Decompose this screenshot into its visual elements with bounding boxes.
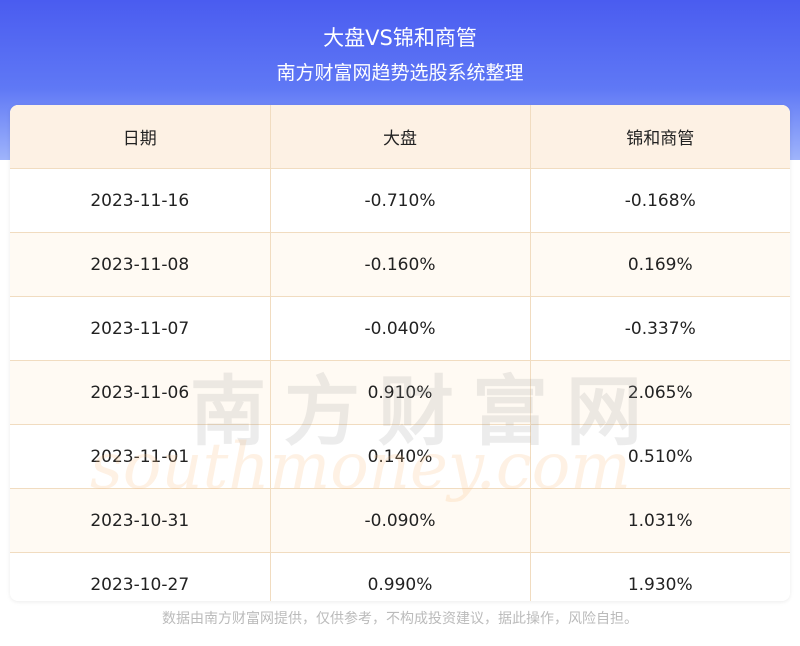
table-cell: 2023-10-31 <box>10 488 271 553</box>
table-cell: -0.337% <box>529 296 790 361</box>
table-row: 2023-11-08 -0.160% 0.169% <box>10 232 790 297</box>
table-row: 2023-11-01 0.140% 0.510% <box>10 424 790 489</box>
table-cell: 1.031% <box>529 488 790 553</box>
table-row: 2023-11-07 -0.040% -0.337% <box>10 296 790 361</box>
table-cell: 0.510% <box>529 424 790 489</box>
table-cell: -0.090% <box>269 488 531 553</box>
table-cell: 2.065% <box>529 360 790 425</box>
column-header: 日期 <box>10 105 271 169</box>
column-header: 锦和商管 <box>529 105 790 169</box>
table-cell: 2023-11-06 <box>10 360 271 425</box>
table-body: 2023-11-16 -0.710% -0.168% 2023-11-08 -0.160… <box>10 168 790 601</box>
table-cell: -0.160% <box>269 232 531 297</box>
table-row: 2023-11-16 -0.710% -0.168% <box>10 168 790 233</box>
table-row: 2023-11-06 0.910% 2.065% <box>10 360 790 425</box>
table-cell: -0.710% <box>269 168 531 233</box>
table-cell: 2023-11-08 <box>10 232 271 297</box>
table: 日期 大盘 锦和商管 2023-11-16 -0.710% -0.168% 2023-11… <box>10 105 790 601</box>
table-row: 2023-10-31 -0.090% 1.031% <box>10 488 790 553</box>
table-cell: 2023-11-16 <box>10 168 271 233</box>
footer: 数据由南方财富网提供，仅供参考，不构成投资建议，据此操作，风险自担。 <box>162 611 638 627</box>
table-cell: 0.140% <box>269 424 531 489</box>
table-cell: 2023-10-27 <box>10 552 271 601</box>
table-cell: -0.040% <box>269 296 531 361</box>
table-cell: 2023-11-01 <box>10 424 271 489</box>
table-cell: 0.169% <box>529 232 790 297</box>
title: 大盘VS锦和商管 <box>323 26 477 50</box>
table-cell: -0.168% <box>529 168 790 233</box>
table-cell: 0.910% <box>269 360 531 425</box>
table-row: 2023-10-27 0.990% 1.930% <box>10 552 790 601</box>
table-cell: 1.930% <box>529 552 790 601</box>
table-cell: 2023-11-07 <box>10 296 271 361</box>
column-header: 大盘 <box>269 105 531 169</box>
subtitle: 南方财富网趋势选股系统整理 <box>276 62 524 84</box>
header-row: 日期 大盘 锦和商管 <box>10 105 790 169</box>
table-cell: 0.990% <box>269 552 531 601</box>
table-card: 日期 大盘 锦和商管 2023-11-16 -0.710% -0.168% 2023-11… <box>10 105 790 601</box>
